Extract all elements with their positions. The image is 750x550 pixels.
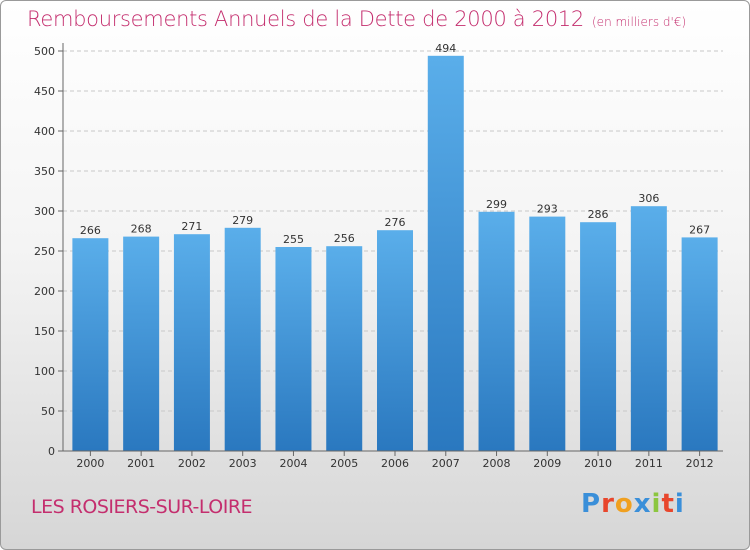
x-tick-label: 2008 [483,457,511,470]
x-tick-label: 2010 [584,457,612,470]
x-tick-label: 2000 [76,457,104,470]
x-tick-label: 2011 [635,457,663,470]
chart-title: Remboursements Annuels de la Dette de 20… [27,7,686,31]
y-tick-label: 300 [34,205,55,218]
commune-name: LES ROSIERS-SUR-LOIRE [31,496,253,518]
y-tick-label: 0 [48,445,55,458]
x-tick-label: 2003 [229,457,257,470]
chart-unit: (en milliers d'€) [592,15,687,29]
y-tick-label: 250 [34,245,55,258]
data-label: 494 [435,42,456,55]
data-label: 276 [385,216,406,229]
bar [427,55,464,452]
y-tick-label: 100 [34,365,55,378]
x-tick-label: 2002 [178,457,206,470]
data-label: 306 [638,192,659,205]
data-label: 255 [283,233,304,246]
y-tick-label: 450 [34,85,55,98]
y-tick-label: 400 [34,125,55,138]
y-tick-label: 500 [34,45,55,58]
logo-letter: P [581,489,602,519]
y-tick-label: 50 [41,405,55,418]
x-tick-label: 2004 [279,457,307,470]
bar [326,246,363,451]
data-label: 271 [181,220,202,233]
x-tick-label: 2001 [127,457,155,470]
bar [529,216,566,451]
y-tick-label: 350 [34,165,55,178]
chart-title-text: Remboursements Annuels de la Dette de 20… [27,7,584,31]
bar [478,211,515,451]
logo-letter: t [661,489,675,519]
x-tick-label: 2012 [686,457,714,470]
bar [681,237,718,451]
proxiti-logo: Proxiti [581,489,685,519]
bar [630,206,667,451]
x-tick-label: 2007 [432,457,460,470]
bar [72,238,109,451]
data-label: 299 [486,198,507,211]
y-tick-label: 150 [34,325,55,338]
bar [275,247,312,451]
logo-letter: x [633,489,652,519]
y-tick-label: 200 [34,285,55,298]
logo-letter: i [651,489,662,519]
logo-letter: i [674,489,685,519]
data-label: 268 [131,223,152,236]
bar [173,234,210,451]
data-label: 267 [689,223,710,236]
logo-letter: o [614,489,634,519]
data-label: 256 [334,232,355,245]
data-label: 279 [232,214,253,227]
data-label: 293 [537,203,558,216]
bar [377,230,413,451]
bar [580,222,617,451]
x-tick-label: 2009 [533,457,561,470]
x-tick-label: 2006 [381,457,409,470]
logo-letter: r [601,489,615,519]
data-label: 266 [80,224,101,237]
x-tick-label: 2005 [330,457,358,470]
data-label: 286 [588,208,609,221]
bar [123,236,160,451]
bar [224,227,261,451]
